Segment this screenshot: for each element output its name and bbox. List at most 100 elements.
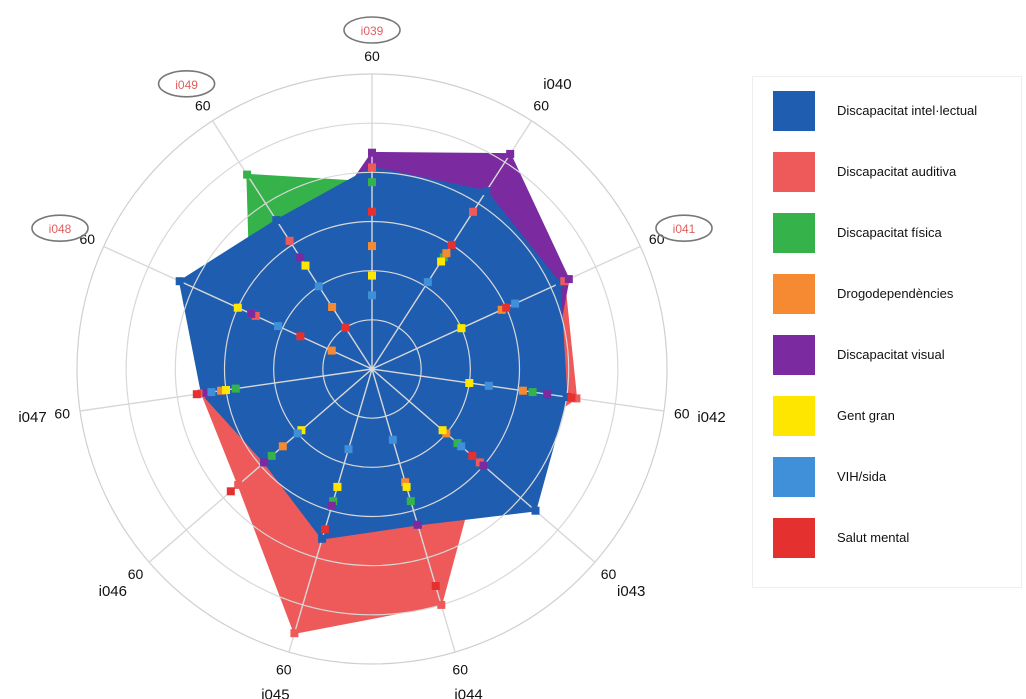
data-point-vih-sida-i048 — [274, 322, 283, 331]
data-point-drogodepend-ncies-i049 — [328, 303, 337, 311]
data-point-discapacitat-f-sica-i046 — [267, 451, 276, 460]
axis-spoke-i045 — [288, 368, 373, 653]
axis-label-i044: i044 — [454, 686, 482, 699]
data-point-discapacitat-visual-i041 — [564, 275, 573, 284]
data-point-discapacitat-visual-i047 — [202, 388, 211, 397]
axis-max-label: 60 — [364, 48, 380, 64]
legend-item: VIH/sida — [773, 457, 1023, 497]
legend-label: Salut mental — [837, 530, 910, 545]
legend-label: Drogodependències — [837, 286, 954, 301]
data-point-discapacitat-f-sica-i040 — [439, 253, 448, 262]
legend-swatch — [773, 274, 815, 314]
axis-spoke-i042 — [371, 368, 665, 412]
data-point-discapacitat-intel-lectual-i048 — [175, 277, 184, 286]
data-point-salut-mental-i045 — [320, 525, 329, 534]
data-point-discapacitat-visual-i049 — [296, 253, 305, 262]
axis-max-label: 60 — [80, 231, 96, 247]
data-point-drogodepend-ncies-i046 — [278, 442, 287, 451]
data-point-discapacitat-intel-lectual-i045 — [318, 534, 327, 543]
data-point-salut-mental-i039 — [368, 207, 376, 216]
data-point-salut-mental-i044 — [431, 582, 440, 590]
data-point-salut-mental-i040 — [447, 240, 456, 249]
data-point-discapacitat-intel-lectual-i049 — [272, 216, 281, 225]
legend-swatch — [773, 518, 815, 558]
data-point-discapacitat-visual-i042 — [543, 390, 552, 399]
data-point-drogodepend-ncies-i040 — [442, 249, 451, 258]
data-point-discapacitat-f-sica-i044 — [406, 497, 415, 506]
legend-item: Discapacitat auditiva — [773, 152, 1023, 192]
data-point-discapacitat-visual-i043 — [479, 461, 488, 470]
legend-item: Discapacitat visual — [773, 335, 1023, 375]
axis-max-label: 60 — [674, 406, 690, 422]
data-point-salut-mental-i046 — [226, 487, 235, 496]
axis-max-label: 60 — [533, 98, 549, 114]
axis-max-label: 60 — [452, 661, 468, 677]
data-point-gent-gran-i044 — [402, 482, 411, 491]
legend-label: Discapacitat intel·lectual — [837, 103, 978, 118]
data-point-gent-gran-i043 — [438, 426, 447, 435]
data-point-vih-sida-i040 — [423, 278, 432, 287]
legend-swatch — [773, 91, 815, 131]
data-point-discapacitat-auditiva-i040 — [469, 207, 477, 216]
data-point-discapacitat-f-sica-i045 — [329, 497, 338, 506]
axis-label-i043: i043 — [617, 583, 645, 600]
data-point-discapacitat-auditiva-i047 — [197, 389, 206, 398]
data-point-vih-sida-i046 — [293, 429, 302, 438]
data-point-vih-sida-i042 — [484, 381, 493, 390]
data-point-gent-gran-i040 — [437, 257, 446, 266]
data-point-discapacitat-auditiva-i048 — [251, 311, 260, 320]
data-point-salut-mental-i048 — [296, 332, 305, 341]
data-point-gent-gran-i039 — [368, 271, 376, 280]
data-point-salut-mental-i049 — [341, 323, 350, 332]
axis-label-i045: i045 — [261, 686, 289, 699]
chart-legend: Discapacitat intel·lectual Discapacitat a… — [752, 76, 1022, 588]
axis-highlight-ellipse — [31, 214, 89, 242]
legend-swatch — [773, 335, 815, 375]
axis-highlight-ellipse — [343, 16, 401, 44]
data-point-vih-sida-i045 — [344, 445, 353, 454]
axis-max-label: 60 — [195, 98, 211, 114]
data-point-discapacitat-auditiva-i046 — [234, 480, 243, 489]
legend-item: Salut mental — [773, 518, 1023, 558]
data-point-discapacitat-visual-i039 — [368, 148, 376, 157]
data-point-vih-sida-i039 — [368, 291, 376, 300]
data-point-discapacitat-auditiva-i039 — [368, 163, 376, 172]
data-point-vih-sida-i049 — [314, 282, 323, 291]
data-point-drogodepend-ncies-i039 — [368, 242, 376, 251]
data-point-discapacitat-f-sica-i039 — [368, 178, 376, 187]
data-point-salut-mental-i047 — [192, 390, 201, 399]
legend-swatch — [773, 396, 815, 436]
data-point-discapacitat-intel-lectual-i040 — [482, 187, 491, 196]
axis-highlight-ellipse — [157, 70, 216, 98]
data-point-discapacitat-intel-lectual-i042 — [562, 393, 571, 401]
data-point-discapacitat-visual-i044 — [413, 520, 422, 529]
data-point-vih-sida-i041 — [511, 299, 520, 308]
data-point-discapacitat-visual-i040 — [506, 149, 515, 158]
data-point-gent-gran-i048 — [233, 303, 242, 312]
data-point-discapacitat-visual-i048 — [247, 309, 256, 318]
axis-label-i040: i040 — [543, 76, 571, 93]
data-point-gent-gran-i042 — [465, 379, 474, 387]
axis-label-i048: i048 — [49, 222, 72, 236]
axis-label-i049: i049 — [175, 78, 198, 92]
data-point-discapacitat-visual-i045 — [327, 501, 336, 510]
data-point-gent-gran-i047 — [222, 386, 230, 394]
legend-swatch — [773, 457, 815, 497]
data-point-discapacitat-auditiva-i041 — [560, 277, 569, 286]
data-point-discapacitat-auditiva-i045 — [290, 629, 299, 638]
data-point-drogodepend-ncies-i041 — [497, 305, 506, 314]
axis-max-label: 60 — [54, 406, 70, 422]
data-point-gent-gran-i041 — [457, 324, 466, 333]
data-point-vih-sida-i044 — [388, 435, 397, 444]
axis-label-i046: i046 — [99, 583, 127, 600]
legend-item: Drogodependències — [773, 274, 1023, 314]
data-point-salut-mental-i042 — [567, 393, 576, 402]
legend-label: Gent gran — [837, 408, 895, 423]
axis-highlight-ellipse — [655, 214, 713, 242]
axis-max-label: 60 — [601, 566, 617, 582]
legend-swatch — [773, 152, 815, 192]
data-point-discapacitat-intel-lectual-i041 — [555, 279, 564, 288]
legend-item: Discapacitat intel·lectual — [773, 91, 1023, 131]
legend-label: Discapacitat física — [837, 225, 942, 240]
